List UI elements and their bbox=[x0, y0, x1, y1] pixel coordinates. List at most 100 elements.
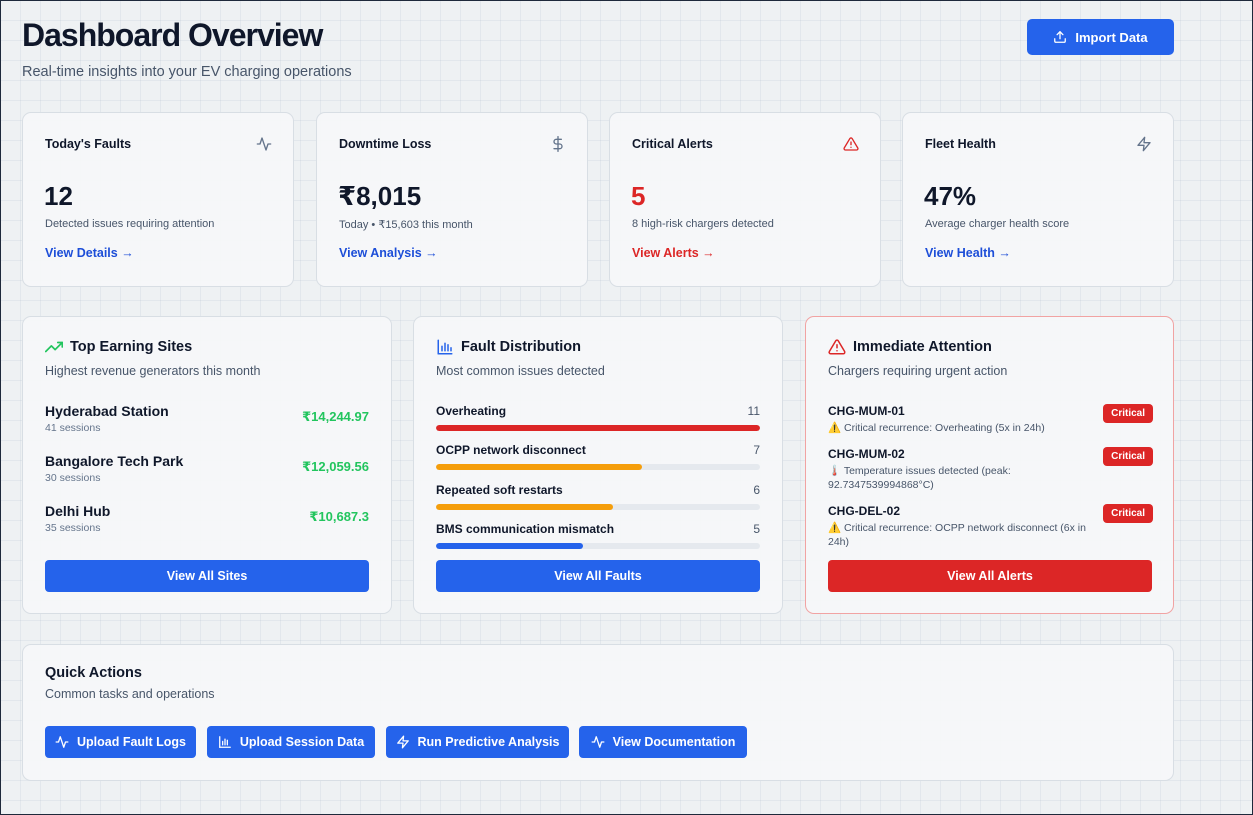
panel-title: Fault Distribution bbox=[436, 338, 581, 356]
critical-badge: Critical bbox=[1103, 404, 1153, 423]
stat-description: Detected issues requiring attention bbox=[45, 218, 215, 230]
list-item[interactable]: Bangalore Tech Park 30 sessions ₹12,059.… bbox=[45, 453, 369, 493]
import-data-button[interactable]: Import Data bbox=[1027, 19, 1174, 55]
fault-count: 6 bbox=[753, 483, 760, 497]
fault-label: Overheating bbox=[436, 404, 507, 418]
site-revenue: ₹12,059.56 bbox=[302, 459, 369, 474]
alert-message-text: Critical recurrence: Overheating (5x in … bbox=[844, 422, 1045, 434]
stat-value: 5 bbox=[631, 181, 646, 211]
stat-card-todays-faults: Today's Faults 12 Detected issues requir… bbox=[22, 112, 294, 287]
fault-label: BMS communication mismatch bbox=[436, 522, 615, 536]
fault-label: OCPP network disconnect bbox=[436, 443, 586, 457]
alert-item[interactable]: CHG-DEL-02 ⚠️ Critical recurrence: OCPP … bbox=[828, 504, 1153, 549]
run-predictive-analysis-button[interactable]: Run Predictive Analysis bbox=[386, 726, 569, 758]
panel-subtitle: Chargers requiring urgent action bbox=[828, 364, 1008, 378]
site-sessions: 35 sessions bbox=[45, 522, 101, 534]
fault-distribution-panel: Fault Distribution Most common issues de… bbox=[413, 316, 783, 614]
panel-title: Top Earning Sites bbox=[45, 338, 192, 356]
activity-icon bbox=[55, 735, 69, 749]
alert-item[interactable]: CHG-MUM-01 ⚠️ Critical recurrence: Overh… bbox=[828, 404, 1153, 435]
upload-fault-logs-button[interactable]: Upload Fault Logs bbox=[45, 726, 196, 758]
thermometer-icon: 🌡️ bbox=[828, 465, 842, 477]
fault-bar-track bbox=[436, 504, 760, 510]
fault-bar-track bbox=[436, 464, 760, 470]
panel-title-text: Immediate Attention bbox=[853, 339, 992, 355]
stat-card-fleet-health: Fleet Health 47% Average charger health … bbox=[902, 112, 1174, 287]
zap-icon bbox=[1136, 136, 1152, 152]
fault-bar-track bbox=[436, 543, 760, 549]
stat-value: 47% bbox=[924, 181, 977, 211]
fault-row: BMS communication mismatch 5 bbox=[436, 522, 760, 554]
view-analysis-link[interactable]: View Analysis → bbox=[339, 246, 438, 260]
charger-id: CHG-MUM-02 bbox=[828, 447, 905, 461]
immediate-attention-panel: Immediate Attention Chargers requiring u… bbox=[805, 316, 1174, 614]
stat-description: Average charger health score bbox=[925, 218, 1070, 230]
quick-actions-title: Quick Actions bbox=[45, 665, 142, 681]
page-title: Dashboard Overview bbox=[22, 17, 323, 53]
site-name: Hyderabad Station bbox=[45, 403, 169, 419]
quick-actions-subtitle: Common tasks and operations bbox=[45, 687, 215, 701]
fault-bar-track bbox=[436, 425, 760, 431]
stat-title: Fleet Health bbox=[925, 137, 996, 151]
stat-title: Downtime Loss bbox=[339, 137, 432, 151]
stat-value: ₹8,015 bbox=[338, 181, 422, 211]
fault-count: 11 bbox=[747, 404, 760, 418]
fault-bar-fill bbox=[436, 504, 613, 510]
fault-bar-fill bbox=[436, 425, 760, 431]
list-item[interactable]: Delhi Hub 35 sessions ₹10,687.3 bbox=[45, 503, 369, 543]
view-all-alerts-button[interactable]: View All Alerts bbox=[828, 560, 1152, 592]
alert-message-text: Critical recurrence: OCPP network discon… bbox=[828, 522, 1086, 548]
site-sessions: 30 sessions bbox=[45, 472, 101, 484]
button-label: Run Predictive Analysis bbox=[417, 735, 560, 749]
alert-message-text: Temperature issues detected (peak: 92.73… bbox=[828, 465, 1011, 491]
site-name: Bangalore Tech Park bbox=[45, 453, 184, 469]
charger-id: CHG-MUM-01 bbox=[828, 404, 905, 418]
button-label: Upload Session Data bbox=[239, 735, 365, 749]
upload-session-data-button[interactable]: Upload Session Data bbox=[207, 726, 375, 758]
alert-message: ⚠️ Critical recurrence: OCPP network dis… bbox=[828, 521, 1098, 549]
panel-title-text: Fault Distribution bbox=[461, 339, 582, 355]
trending-up-icon bbox=[45, 338, 63, 356]
warning-icon: ⚠️ bbox=[828, 422, 842, 434]
panel-subtitle: Most common issues detected bbox=[436, 364, 605, 378]
top-earning-sites-panel: Top Earning Sites Highest revenue genera… bbox=[22, 316, 392, 614]
view-all-faults-button[interactable]: View All Faults bbox=[436, 560, 760, 592]
site-revenue: ₹10,687.3 bbox=[309, 509, 369, 524]
view-documentation-button[interactable]: View Documentation bbox=[579, 726, 747, 758]
alert-message: ⚠️ Critical recurrence: Overheating (5x … bbox=[828, 421, 1098, 435]
stat-card-downtime-loss: Downtime Loss ₹8,015 Today • ₹15,603 thi… bbox=[316, 112, 588, 287]
stat-description: 8 high-risk chargers detected bbox=[632, 218, 774, 230]
list-item[interactable]: Hyderabad Station 41 sessions ₹14,244.97 bbox=[45, 403, 369, 443]
fault-bar-fill bbox=[436, 543, 584, 549]
critical-badge: Critical bbox=[1103, 504, 1153, 523]
panel-subtitle: Highest revenue generators this month bbox=[45, 364, 261, 378]
bar-chart-icon bbox=[218, 735, 232, 749]
view-alerts-link[interactable]: View Alerts → bbox=[632, 246, 715, 260]
view-all-sites-button[interactable]: View All Sites bbox=[45, 560, 369, 592]
charger-id: CHG-DEL-02 bbox=[828, 504, 901, 518]
site-sessions: 41 sessions bbox=[45, 422, 101, 434]
page-subtitle: Real-time insights into your EV charging… bbox=[22, 64, 352, 80]
fault-row: OCPP network disconnect 7 bbox=[436, 443, 760, 475]
alert-triangle-icon bbox=[828, 338, 846, 356]
zap-icon bbox=[396, 735, 410, 749]
fault-count: 5 bbox=[753, 522, 760, 536]
upload-icon bbox=[1053, 30, 1067, 44]
stat-title: Critical Alerts bbox=[632, 137, 713, 151]
view-details-link[interactable]: View Details → bbox=[45, 246, 134, 260]
import-data-label: Import Data bbox=[1075, 29, 1148, 45]
quick-actions-panel: Quick Actions Common tasks and operation… bbox=[22, 644, 1174, 781]
button-label: Upload Fault Logs bbox=[76, 735, 187, 749]
view-health-link[interactable]: View Health → bbox=[925, 246, 1011, 260]
button-label: View Documentation bbox=[612, 735, 736, 749]
panel-title-text: Top Earning Sites bbox=[70, 339, 193, 355]
site-name: Delhi Hub bbox=[45, 503, 111, 519]
site-revenue: ₹14,244.97 bbox=[302, 409, 369, 424]
stat-card-critical-alerts: Critical Alerts 5 8 high-risk chargers d… bbox=[609, 112, 881, 287]
critical-badge: Critical bbox=[1103, 447, 1153, 466]
alert-item[interactable]: CHG-MUM-02 🌡️ Temperature issues detecte… bbox=[828, 447, 1153, 492]
fault-row: Overheating 11 bbox=[436, 404, 760, 436]
fault-row: Repeated soft restarts 6 bbox=[436, 483, 760, 515]
warning-icon: ⚠️ bbox=[828, 522, 842, 534]
bar-chart-icon bbox=[436, 338, 454, 356]
